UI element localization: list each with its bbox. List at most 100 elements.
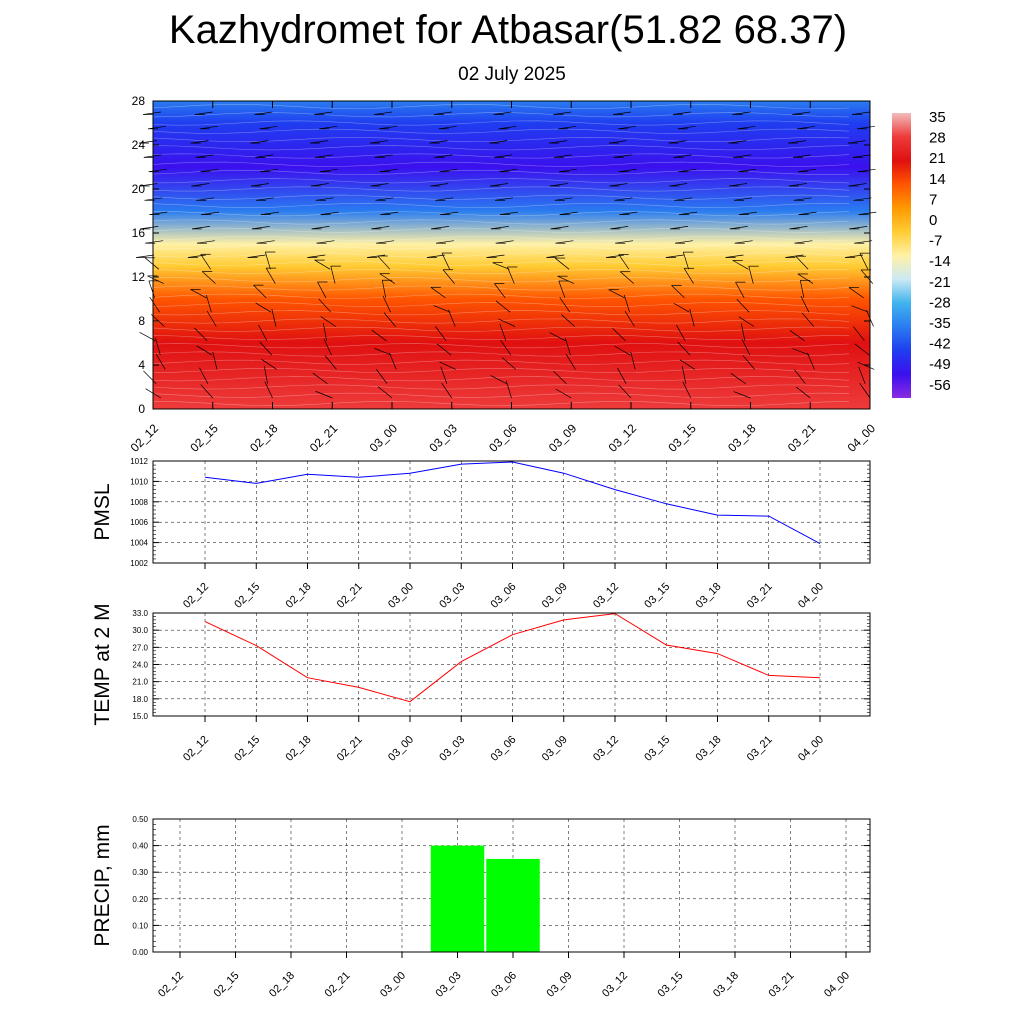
wind-barb (202, 271, 216, 284)
colorbar-label: -56 (929, 377, 951, 394)
wind-barb (671, 285, 685, 299)
wind-barb (144, 257, 160, 270)
wind-barb (564, 337, 571, 356)
x-tick-label: 03_06 (489, 970, 519, 1000)
x-tick-label: 02_18 (284, 734, 314, 764)
wind-barb (794, 240, 813, 244)
y-tick-label: 0.40 (132, 842, 148, 851)
wind-barb (148, 168, 167, 173)
wind-barb (255, 154, 274, 158)
contour-line (152, 384, 850, 390)
wind-barb (265, 251, 271, 270)
wind-barb (374, 111, 393, 115)
y-tick-label: 0.20 (132, 895, 148, 904)
wind-barb (789, 330, 805, 342)
wind-barb (499, 211, 518, 215)
wind-barb (549, 332, 566, 342)
wind-barb (489, 140, 508, 144)
wind-barb (154, 337, 161, 356)
wind-barb (376, 369, 388, 384)
wind-barb (853, 197, 872, 201)
wind-barb (741, 338, 751, 356)
wind-barb (797, 125, 816, 130)
wind-barb (683, 268, 694, 284)
x-tick-label: 02_15 (232, 734, 262, 764)
colorbar-label: -28 (929, 294, 951, 311)
wind-barb (854, 240, 873, 244)
wind-barb (729, 226, 748, 230)
x-tick-label: 03_00 (386, 734, 416, 764)
cross-section-panel: 0 4 8 12 16 20 24 28 02_12 02_15 02_18 02_21 03_00 03… (128, 94, 879, 455)
wind-barb (431, 226, 449, 230)
x-tick-label: 03_03 (437, 734, 467, 764)
wind-barb (490, 183, 509, 187)
contour-line (152, 351, 850, 357)
x-tick-label: 03_00 (386, 581, 416, 611)
contour-line (152, 169, 850, 176)
wind-barb (674, 240, 693, 244)
wind-barb (264, 381, 273, 399)
x-tick-label: 04_00 (796, 581, 826, 611)
wind-barb (495, 240, 514, 244)
contour-line (152, 326, 850, 332)
colorbar: 35 28 21 14 7 0 -7 -14 -21 -28 -35 -42 -49 -56 (892, 109, 951, 398)
wind-barb (314, 259, 331, 270)
colorbar-label: -7 (929, 233, 942, 250)
contour-line (152, 252, 850, 258)
wind-barb (681, 366, 687, 384)
wind-barb (307, 254, 326, 258)
wind-barb (614, 345, 631, 356)
wind-barb (733, 154, 752, 158)
wind-barb (389, 352, 397, 370)
wind-barb (677, 125, 696, 130)
wind-barb (187, 254, 206, 258)
wind-barb (271, 308, 277, 327)
contour-line (152, 211, 850, 217)
wind-barb (434, 154, 453, 158)
wind-barb (495, 300, 511, 313)
colorbar-label: 14 (929, 171, 946, 188)
wind-barb (260, 168, 279, 173)
x-tick-label: 04_00 (822, 970, 852, 1000)
contour-line (152, 112, 850, 118)
colorbar-label: 35 (929, 109, 946, 126)
wind-barb (250, 140, 269, 144)
wind-barb (748, 266, 754, 284)
contour-line (152, 194, 850, 200)
wind-barb (797, 273, 814, 284)
wind-barb (854, 343, 870, 356)
wind-barb (554, 197, 573, 201)
wind-barb (801, 312, 815, 327)
wind-barb (797, 168, 816, 173)
wind-barb (316, 240, 335, 244)
wind-barb (618, 384, 632, 399)
wind-barb (677, 341, 691, 356)
wind-barb (430, 287, 446, 299)
page-title: Kazhydromet for Atbasar(51.82 68.37) (168, 8, 848, 52)
wind-barb (732, 111, 751, 115)
x-tick-label: 03_12 (600, 970, 630, 1000)
wind-barb (374, 348, 392, 356)
x-tick-label: 02_18 (284, 581, 314, 611)
wind-barb (136, 254, 155, 258)
x-tick-label: 03_00 (367, 421, 401, 455)
wind-barb (500, 339, 512, 356)
y-tick-label: 8 (138, 314, 145, 328)
wind-barb (788, 183, 807, 187)
wind-barb (369, 140, 388, 144)
wind-barb (679, 359, 696, 370)
wind-barb (212, 351, 218, 370)
y-tick-label: 1012 (130, 457, 148, 466)
wind-barb (678, 168, 697, 173)
wind-barb (793, 154, 811, 158)
pmsl-ylabel: PMSL (91, 483, 114, 540)
wind-barb (793, 197, 812, 201)
wind-barb (848, 287, 864, 299)
wind-barb (785, 254, 804, 258)
x-tick-label: 02_15 (232, 581, 262, 611)
temp2m-frame (152, 612, 871, 717)
wind-barb (853, 326, 865, 342)
y-tick-label: 1004 (130, 539, 148, 548)
wind-barb (606, 254, 625, 258)
wind-barb (733, 391, 751, 399)
